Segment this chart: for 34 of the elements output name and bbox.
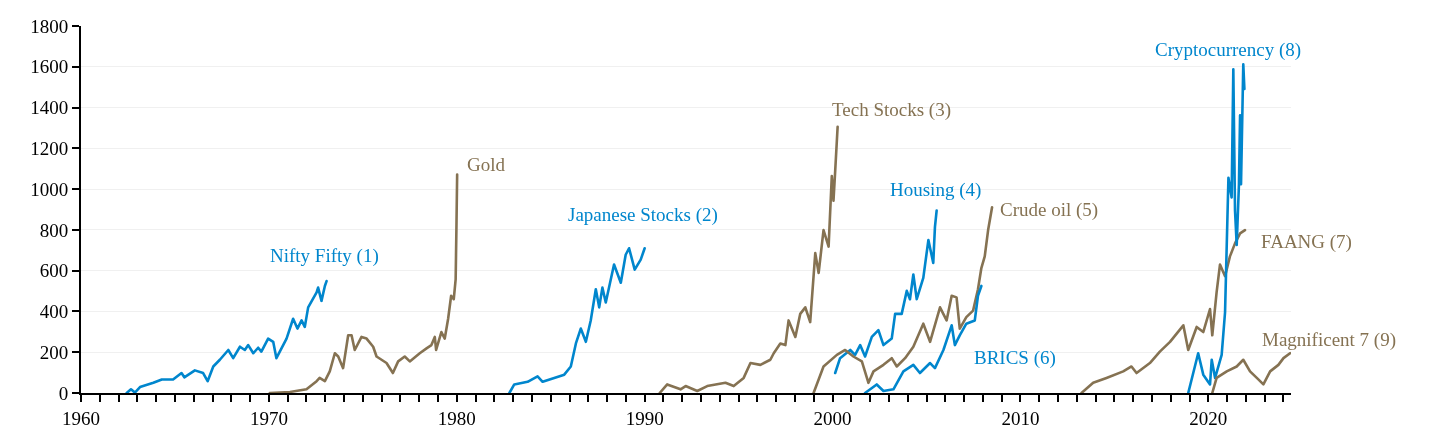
y-tick-label: 400 — [39, 301, 69, 323]
line-series — [508, 246, 646, 393]
x-tick-label: 1970 — [249, 407, 288, 429]
y-tick-label: 600 — [39, 260, 69, 282]
series-label: Crude oil (5) — [1000, 199, 1099, 221]
line-series — [1080, 228, 1247, 393]
line-series — [1210, 351, 1291, 393]
series-label: BRICS (6) — [974, 347, 1056, 369]
series-label: FAANG (7) — [1261, 231, 1352, 253]
line-series — [1186, 63, 1246, 393]
y-tick-label: 0 — [58, 382, 69, 404]
y-tick-label: 1800 — [30, 15, 69, 37]
series-label: Japanese Stocks (2) — [568, 204, 718, 226]
x-tick-label: 2000 — [813, 407, 852, 429]
y-tick-label: 200 — [39, 341, 69, 363]
x-tick-label: 2010 — [1001, 407, 1040, 429]
y-tick-label: 1400 — [30, 97, 69, 119]
series-label: Gold — [467, 154, 506, 175]
series-label: Cryptocurrency (8) — [1155, 39, 1302, 61]
y-tick-label: 1000 — [30, 178, 69, 200]
x-tick-label: 1960 — [62, 407, 100, 429]
x-tick-label: 1990 — [625, 407, 664, 429]
x-tick-label: 1980 — [437, 407, 476, 429]
y-tick-label: 1600 — [30, 56, 69, 78]
x-tick-label: 2020 — [1189, 407, 1228, 429]
y-tick-label: 1200 — [30, 137, 69, 159]
series-label: Magnificent 7 (9) — [1262, 329, 1397, 351]
line-series — [833, 209, 938, 375]
line-series — [268, 173, 459, 393]
series-label: Housing (4) — [890, 179, 982, 201]
line-series — [125, 279, 328, 393]
series-label: Tech Stocks (3) — [832, 99, 951, 121]
series-label: Nifty Fifty (1) — [270, 245, 379, 267]
y-tick-label: 800 — [39, 219, 69, 241]
